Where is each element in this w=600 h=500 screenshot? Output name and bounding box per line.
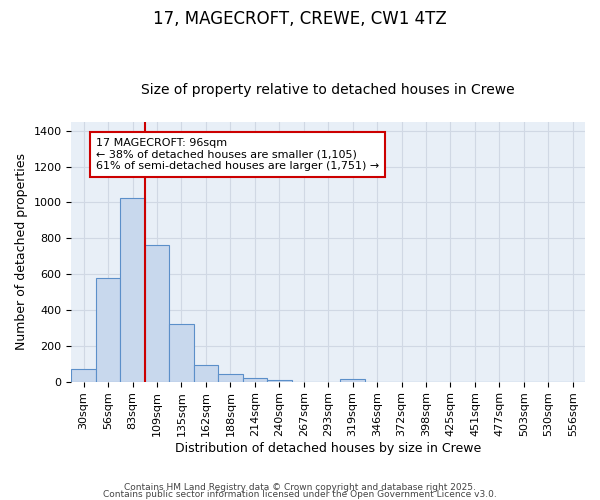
Bar — [169, 324, 194, 382]
Bar — [71, 369, 96, 382]
Bar — [340, 379, 365, 382]
Bar — [96, 278, 121, 382]
Bar — [218, 374, 242, 382]
Bar — [242, 378, 267, 382]
Text: 17, MAGECROFT, CREWE, CW1 4TZ: 17, MAGECROFT, CREWE, CW1 4TZ — [153, 10, 447, 28]
Text: 17 MAGECROFT: 96sqm
← 38% of detached houses are smaller (1,105)
61% of semi-det: 17 MAGECROFT: 96sqm ← 38% of detached ho… — [96, 138, 379, 171]
Bar — [194, 366, 218, 382]
X-axis label: Distribution of detached houses by size in Crewe: Distribution of detached houses by size … — [175, 442, 481, 455]
Bar — [145, 246, 169, 382]
Y-axis label: Number of detached properties: Number of detached properties — [15, 153, 28, 350]
Text: Contains HM Land Registry data © Crown copyright and database right 2025.: Contains HM Land Registry data © Crown c… — [124, 484, 476, 492]
Bar — [121, 198, 145, 382]
Bar — [267, 380, 292, 382]
Text: Contains public sector information licensed under the Open Government Licence v3: Contains public sector information licen… — [103, 490, 497, 499]
Title: Size of property relative to detached houses in Crewe: Size of property relative to detached ho… — [142, 83, 515, 97]
